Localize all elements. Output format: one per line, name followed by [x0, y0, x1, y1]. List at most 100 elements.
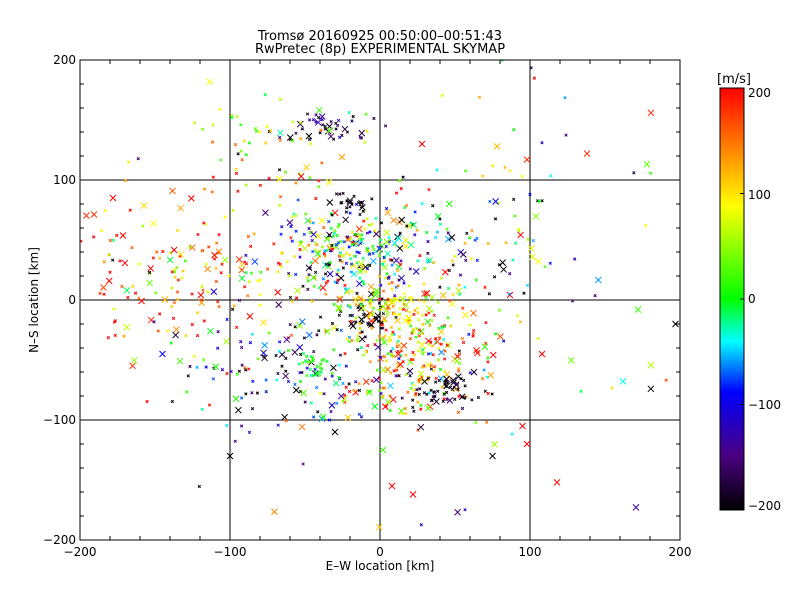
data-point [437, 328, 445, 336]
data-point [358, 331, 362, 335]
y-tick-label-2: −100 [43, 413, 76, 427]
data-point [387, 235, 391, 240]
data-point [175, 228, 180, 233]
data-point [368, 360, 372, 364]
data-point [380, 315, 388, 323]
data-point [408, 295, 413, 300]
data-point [368, 389, 372, 393]
data-point [337, 363, 341, 367]
x-tick-label-2: −100 [214, 545, 247, 559]
data-point [323, 377, 327, 381]
data-point [364, 269, 368, 274]
data-point [461, 306, 465, 310]
data-point [195, 311, 200, 315]
data-point [508, 272, 512, 276]
data-point [156, 329, 160, 333]
data-point [470, 309, 477, 317]
data-point [437, 326, 441, 331]
data-point [312, 284, 317, 288]
data-point [277, 349, 281, 353]
data-point [264, 378, 268, 382]
data-point [412, 312, 416, 317]
data-point [407, 241, 415, 249]
data-point [307, 118, 312, 122]
data-point [90, 211, 98, 218]
data-point [425, 337, 432, 345]
data-point [401, 307, 406, 312]
data-point [98, 291, 102, 296]
data-point [396, 349, 400, 354]
data-point [389, 396, 397, 403]
data-point [311, 415, 316, 419]
data-point [436, 389, 440, 393]
data-point [457, 283, 461, 287]
data-point [306, 360, 310, 364]
data-point [343, 283, 347, 288]
data-point [445, 341, 452, 349]
data-point [250, 407, 255, 411]
data-point [234, 325, 239, 330]
data-point [357, 237, 365, 245]
data-point [326, 126, 333, 134]
data-point [369, 257, 377, 265]
colorbar-unit-label: [m/s] [717, 72, 751, 87]
data-point [395, 341, 403, 349]
data-point [366, 321, 370, 325]
chart-subtitle: RwPretec (8p) EXPERIMENTAL SKYMAP [255, 42, 505, 57]
data-point [487, 292, 492, 296]
data-point [329, 119, 333, 124]
data-point [202, 187, 207, 191]
data-point [497, 333, 504, 340]
data-point [400, 411, 404, 416]
data-point [302, 336, 307, 340]
data-point [411, 327, 415, 332]
data-point [323, 235, 331, 243]
data-point [457, 394, 461, 398]
data-point [315, 106, 323, 114]
data-point [385, 398, 392, 406]
data-point [212, 257, 217, 261]
data-point [169, 341, 173, 345]
data-point [317, 185, 321, 189]
data-point [173, 326, 180, 333]
data-point [379, 446, 387, 454]
data-point [211, 377, 216, 381]
data-point [354, 380, 358, 384]
data-point [171, 316, 176, 321]
data-point [390, 332, 394, 337]
data-point [634, 306, 642, 313]
data-point [412, 409, 416, 413]
data-point [337, 274, 345, 282]
data-point [451, 263, 455, 267]
data-point [391, 354, 396, 358]
data-point [147, 270, 152, 275]
data-point [359, 321, 364, 325]
data-point [275, 378, 279, 382]
data-point [298, 379, 303, 384]
data-point [336, 296, 344, 303]
data-point [325, 178, 333, 186]
data-point [392, 256, 400, 264]
data-point [225, 371, 229, 376]
data-point [411, 357, 415, 362]
data-point [504, 241, 508, 245]
data-point [290, 239, 294, 243]
data-point [235, 372, 239, 376]
data-point [516, 227, 521, 231]
data-point [363, 140, 367, 144]
data-point [341, 395, 348, 402]
data-point [314, 196, 318, 201]
data-point [399, 186, 403, 191]
data-point [197, 484, 201, 489]
data-point [485, 375, 489, 379]
data-point [344, 364, 348, 368]
data-point [426, 352, 431, 356]
data-point [276, 371, 280, 376]
data-point [216, 346, 220, 350]
data-point [420, 365, 425, 369]
data-point [520, 174, 525, 179]
data-point [445, 343, 449, 347]
data-point [231, 208, 235, 212]
data-point [310, 299, 315, 303]
